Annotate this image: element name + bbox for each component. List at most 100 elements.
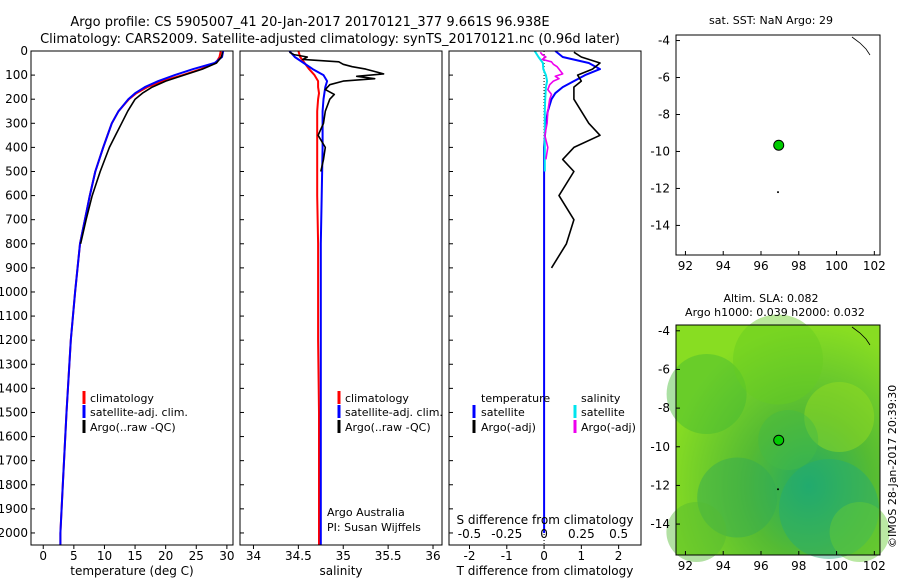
argo-float-marker [773, 139, 785, 151]
legend-label: Argo(..raw -QC) [345, 421, 431, 434]
y-tick-label: -10 [650, 440, 670, 454]
y-tick-label: 1200 [0, 333, 28, 347]
y-tick-label: 500 [5, 164, 28, 178]
x-tick-label: 98 [791, 259, 806, 273]
y-tick-label: -12 [650, 478, 670, 492]
x-tick-label: 94 [716, 559, 731, 573]
series-line-3 [539, 51, 564, 160]
x-tick-label: 102 [863, 559, 886, 573]
x-tick-label: 102 [863, 259, 886, 273]
y-tick-label: -4 [658, 34, 670, 48]
legend-title-salinity: salinity [581, 392, 621, 405]
legend-title-temperature: temperature [481, 392, 550, 405]
imos-stamp: ©IMOS 28-Jan-2017 20:39:30 [886, 385, 899, 548]
y-tick-label: -6 [658, 71, 670, 85]
y-tick-label: -6 [658, 362, 670, 376]
sla-patch [804, 382, 875, 452]
sla-patch [829, 502, 890, 562]
series-line-1 [288, 50, 329, 545]
legend-label: climatology [345, 392, 409, 405]
x-tick-label: 94 [716, 259, 731, 273]
plot-frame [448, 50, 642, 546]
series-line-1 [59, 50, 225, 545]
x-tick-label: 2 [615, 549, 623, 563]
x-tick-label: -2 [464, 549, 476, 563]
x-tick-label: 15 [127, 549, 142, 563]
x-tick-label: 35.5 [375, 549, 402, 563]
y-tick-label: -8 [658, 107, 670, 121]
x-tick-label: 36 [425, 549, 440, 563]
series-line-1 [550, 51, 601, 269]
x-tick-label: 25 [189, 549, 204, 563]
top-axis-label: S difference from climatology [457, 513, 634, 527]
sla-patch [758, 410, 819, 470]
legend-label: Argo(-adj) [481, 421, 536, 434]
y-tick-label: -14 [650, 517, 670, 531]
x-axis-label: T difference from climatology [456, 564, 634, 578]
y-tick-label: -14 [650, 218, 670, 232]
x-tick-label: 30 [219, 549, 234, 563]
y-tick-label: -10 [650, 144, 670, 158]
plot-frame [30, 50, 234, 546]
y-tick-label: 2000 [0, 526, 28, 540]
y-tick-label: 1900 [0, 502, 28, 516]
argo-float-marker [773, 434, 785, 446]
credit-pi: PI: Susan Wijffels [327, 521, 421, 534]
x-tick-label: 20 [158, 549, 173, 563]
x-tick-label: 92 [678, 559, 693, 573]
sst-map-panel: 92 94 96 98 100 102 -4 -6 -8 -10 -12 -14 [650, 34, 885, 273]
credit-institution: Argo Australia [327, 506, 405, 519]
sla-patch [666, 502, 727, 562]
y-tick-label: -12 [650, 181, 670, 195]
title-line-1: Argo profile: CS 5905007_41 20-Jan-2017 … [70, 15, 549, 30]
x-tick-label: 92 [678, 259, 693, 273]
series-line-2 [79, 52, 224, 244]
sla-map-panel: 92 94 96 98 100 102 -4 -6 -8 -10 -12 -14 [650, 314, 890, 573]
sla-map-title: Altim. SLA: 0.082 [723, 292, 818, 305]
y-tick-label: 1700 [0, 454, 28, 468]
x-axis-label: salinity [319, 564, 362, 578]
sla-patch [733, 314, 823, 405]
map-frame [675, 34, 881, 256]
y-tick-label: 1500 [0, 405, 28, 419]
legend-label: satellite [481, 406, 525, 419]
series-line-0 [59, 50, 222, 545]
y-tick-label: 400 [5, 140, 28, 154]
series-line-2 [289, 51, 385, 172]
sla-patch [666, 354, 747, 434]
x-tick-label: 10 [97, 549, 112, 563]
sst-map-title: sat. SST: NaN Argo: 29 [709, 14, 833, 27]
x-tick-label: 96 [753, 559, 768, 573]
x-tick-label: 1 [578, 549, 586, 563]
top-tick-label: -0.5 [458, 527, 481, 541]
top-tick-label: 0.25 [568, 527, 595, 541]
x-tick-label: 98 [791, 559, 806, 573]
series-line-2 [533, 50, 549, 172]
title-line-2: Climatology: CARS2009. Satellite-adjuste… [40, 32, 620, 47]
x-tick-label: 96 [753, 259, 768, 273]
temperature-panel: 0 5 10 15 20 25 30 temperature (deg C) 0 100 200 30… [0, 44, 235, 578]
salinity-legend: climatology satellite-adj. clim. Argo(..… [337, 391, 443, 434]
difference-legend: temperature salinity satellite Argo(-adj… [472, 392, 636, 434]
coastline [851, 36, 871, 56]
y-tick-label: 1300 [0, 357, 28, 371]
plot-frame [239, 50, 443, 546]
legend-label: satellite [581, 406, 625, 419]
y-tick-label: 1000 [0, 285, 28, 299]
y-tick-label: 1600 [0, 430, 28, 444]
x-tick-label: 0 [540, 549, 548, 563]
x-axis-label: temperature (deg C) [70, 564, 193, 578]
sla-patch [697, 457, 778, 538]
y-tick-label: -8 [658, 401, 670, 415]
island-speck [777, 191, 779, 194]
x-tick-label: 0 [39, 549, 47, 563]
y-tick-label: 300 [5, 116, 28, 130]
x-tick-label: 5 [70, 549, 78, 563]
y-tick-label: 1100 [0, 309, 28, 323]
legend-label: Argo(-adj) [581, 421, 636, 434]
x-tick-label: 100 [825, 559, 848, 573]
sla-map-subtitle: Argo h1000: 0.039 h2000: 0.032 [685, 306, 865, 319]
y-tick-label: 1800 [0, 478, 28, 492]
x-tick-label: 34.5 [285, 549, 312, 563]
